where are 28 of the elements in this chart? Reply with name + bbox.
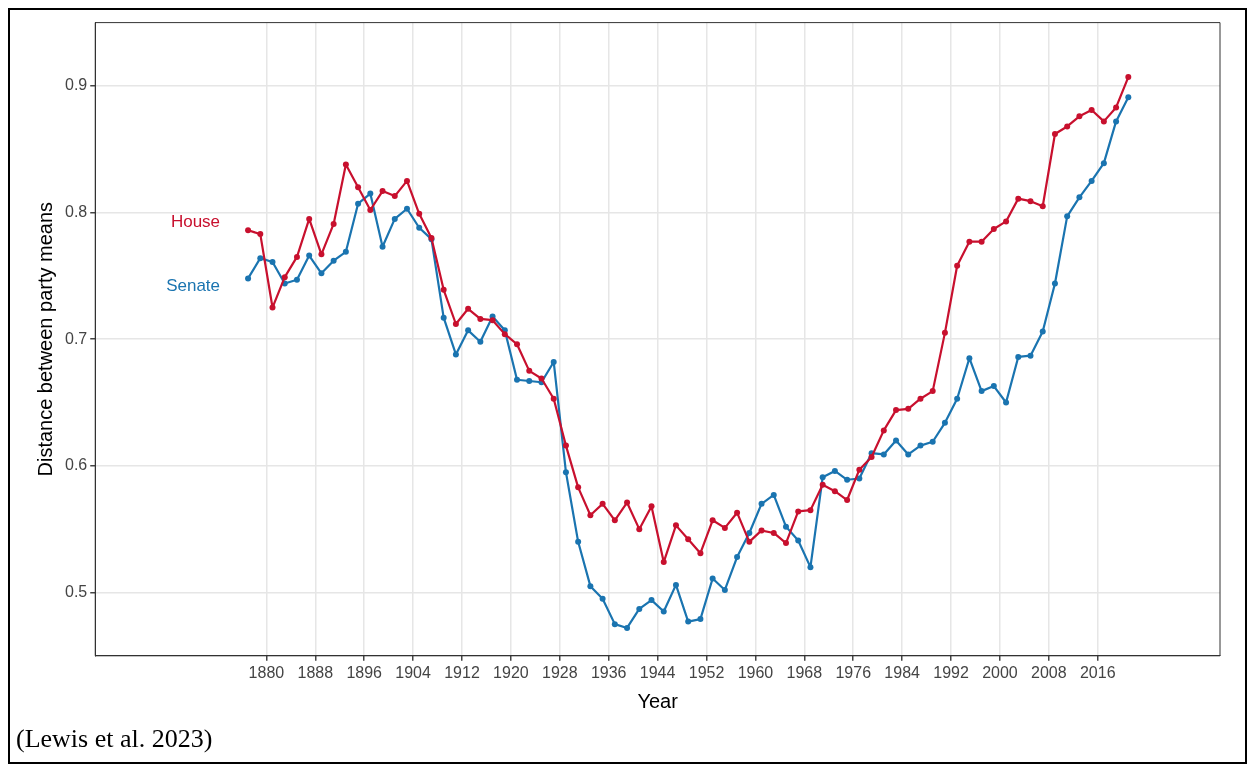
y-tick-label: 0.9 bbox=[64, 76, 88, 94]
y-tick-label: 0.7 bbox=[64, 329, 88, 347]
y-tick-label: 0.8 bbox=[64, 202, 88, 220]
x-tick-label: 1960 bbox=[737, 663, 774, 681]
series-label: House bbox=[170, 211, 221, 231]
x-tick-label: 1928 bbox=[542, 663, 578, 681]
x-tick-label: 2016 bbox=[1079, 663, 1116, 681]
x-axis-title: Year bbox=[637, 689, 679, 712]
x-tick-label: 1912 bbox=[444, 663, 480, 681]
x-tick-label: 1904 bbox=[395, 663, 432, 681]
x-tick-label: 1944 bbox=[639, 663, 676, 681]
x-tick-label: 1976 bbox=[835, 663, 872, 681]
x-tick-label: 1936 bbox=[590, 663, 627, 681]
x-tick-label: 1896 bbox=[346, 663, 383, 681]
series-label: Senate bbox=[166, 276, 221, 296]
x-tick-label: 1952 bbox=[688, 663, 725, 681]
y-tick-label: 0.6 bbox=[64, 456, 88, 474]
x-tick-label: 2008 bbox=[1031, 663, 1067, 681]
x-tick-label: 1880 bbox=[248, 663, 285, 681]
x-tick-label: 1984 bbox=[884, 663, 921, 681]
x-tick-label: 1968 bbox=[786, 663, 823, 681]
y-axis-title: Distance between party means bbox=[33, 201, 56, 477]
text: (Lewis et al. 2023) bbox=[15, 723, 214, 755]
y-tick-label: 0.5 bbox=[64, 582, 88, 600]
x-tick-label: 2000 bbox=[982, 663, 1018, 681]
x-tick-label: 1888 bbox=[297, 663, 334, 681]
x-tick-label: 1992 bbox=[933, 663, 969, 681]
x-tick-label: 1920 bbox=[493, 663, 529, 681]
